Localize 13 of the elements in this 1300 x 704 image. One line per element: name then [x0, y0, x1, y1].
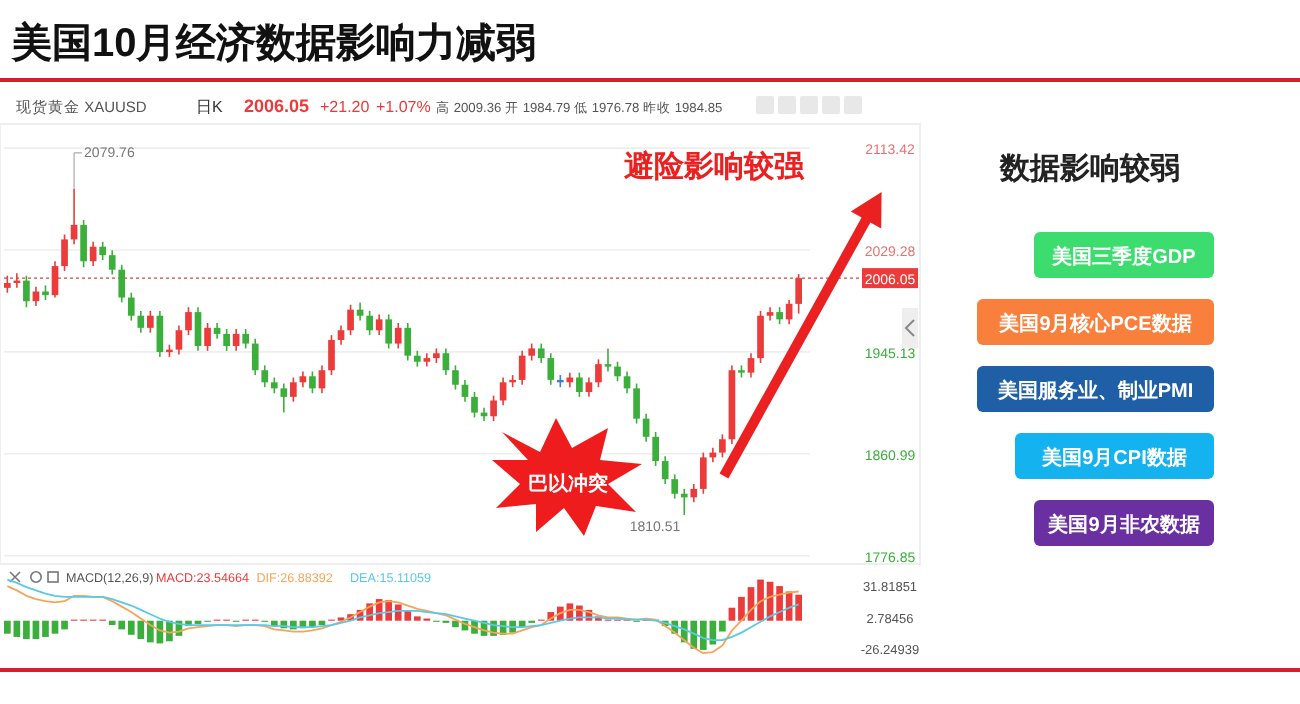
text: 日K [196, 98, 224, 116]
category-label: 美国9月核心PCE数据 [997, 312, 1192, 336]
category-label: 美国服务业、制业PMI [995, 379, 1194, 403]
text: 数据影响较弱 [998, 152, 1180, 186]
category-label: 美国9月CPI数据 [1040, 446, 1187, 470]
text: 2006.05 [244, 96, 310, 116]
chart-title: 美国10月经济数据影响力减弱 [10, 20, 537, 66]
text: +1.07% [376, 98, 431, 116]
text: +21.20 [320, 98, 371, 116]
annotation: 巴以冲突 [528, 472, 608, 496]
category-label: 美国三季度GDP [1050, 245, 1197, 269]
annotation: 避险影响较强 [622, 150, 806, 184]
category-label: 美国9月非农数据 [1046, 513, 1200, 537]
